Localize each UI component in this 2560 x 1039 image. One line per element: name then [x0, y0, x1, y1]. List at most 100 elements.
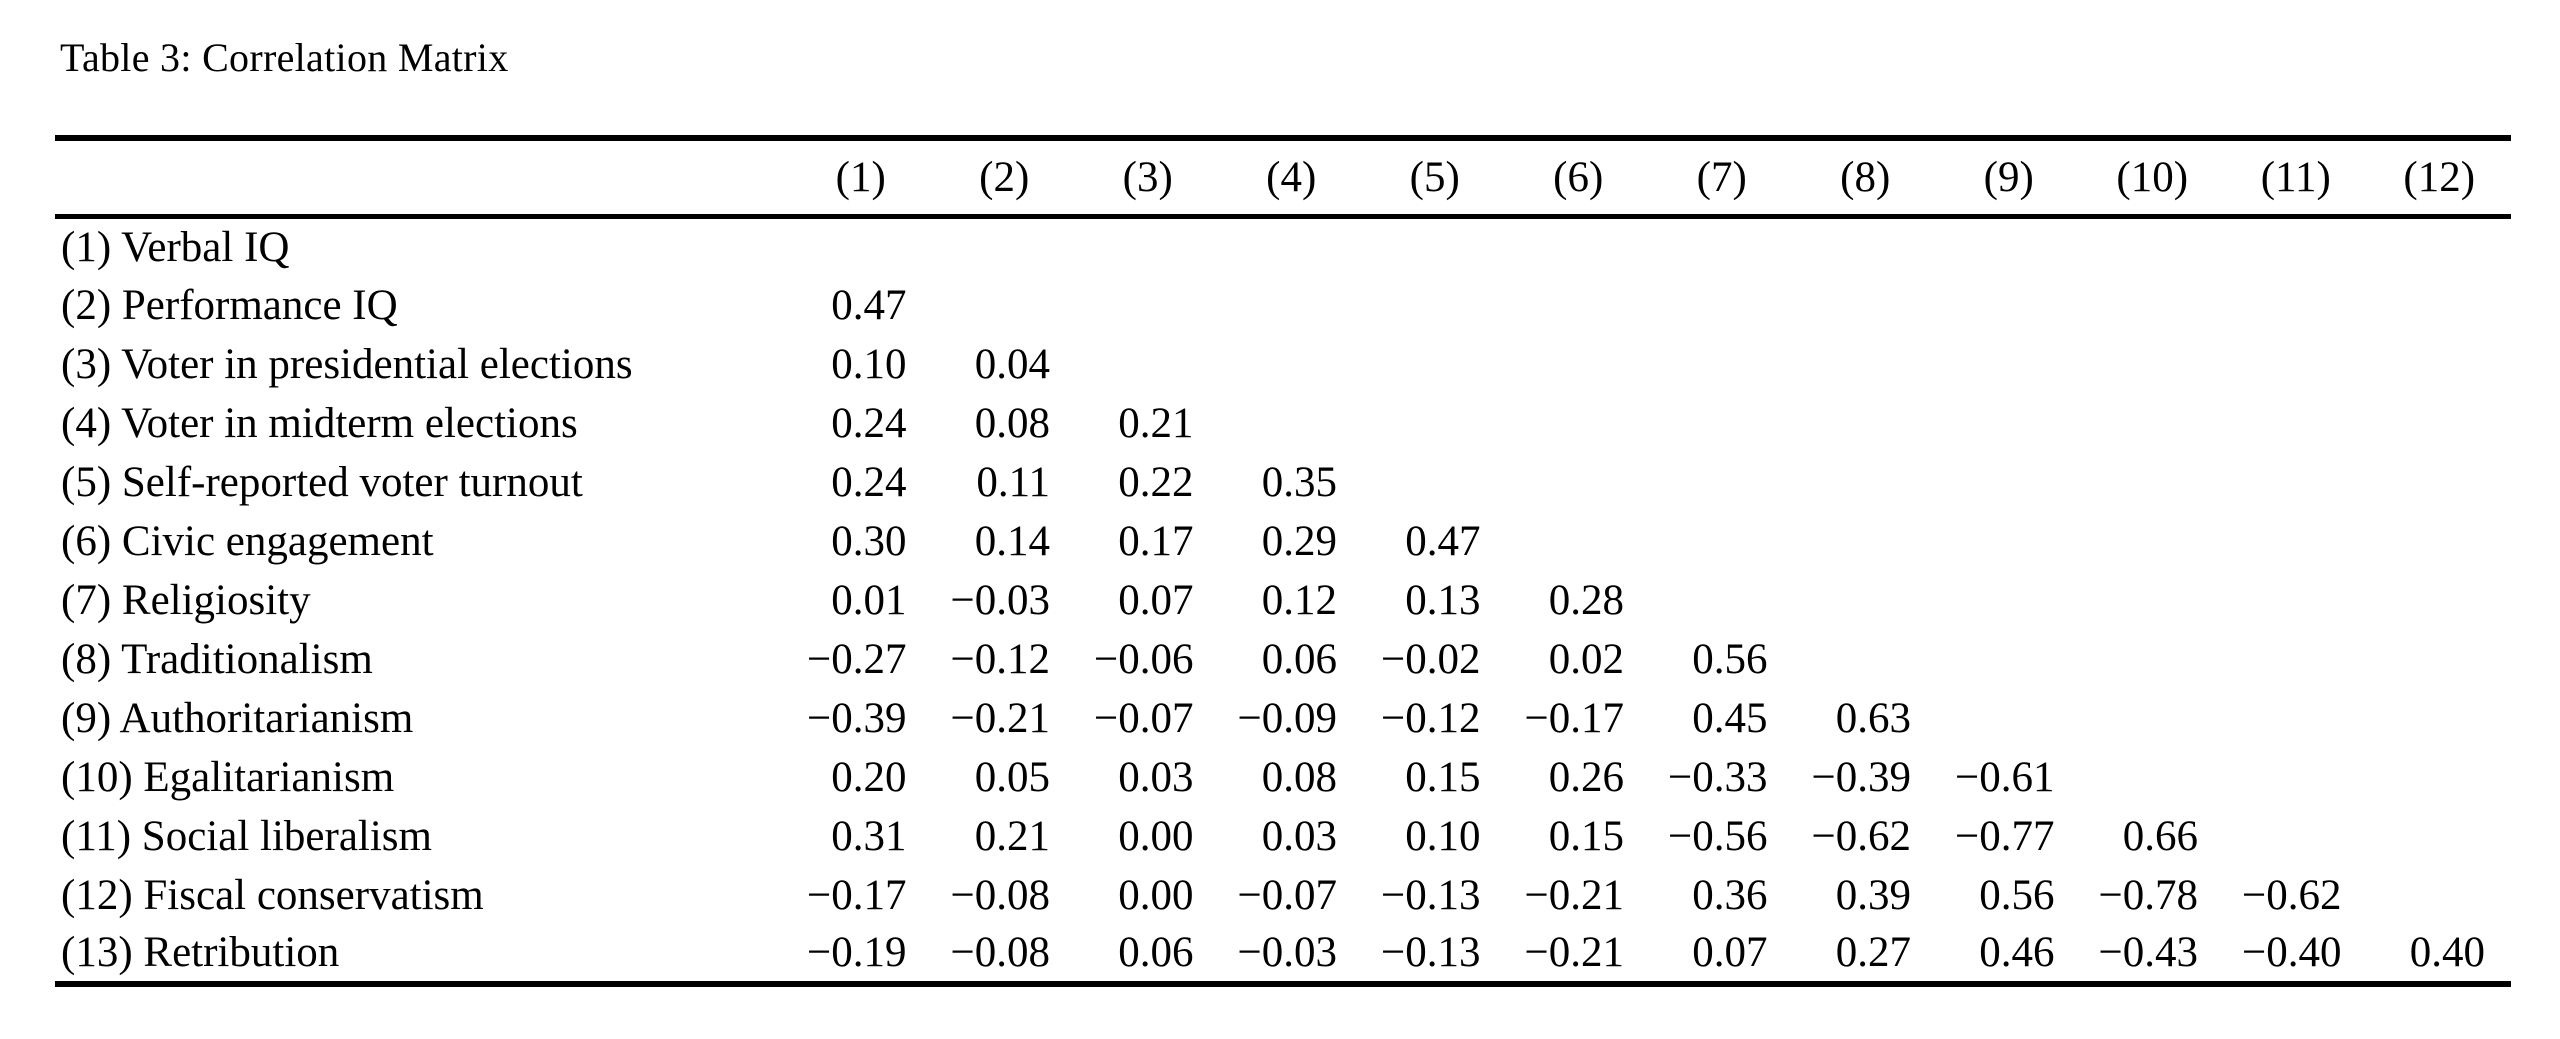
empty-cell [1937, 276, 2081, 335]
empty-cell [1220, 276, 1364, 335]
correlation-cell: −0.17 [1524, 694, 1624, 742]
empty-cell [2368, 335, 2512, 394]
empty-cell [1650, 217, 1794, 276]
correlation-cell: 0.03 [1261, 812, 1337, 860]
empty-cell [1650, 394, 1794, 453]
empty-cell [1650, 571, 1794, 630]
correlation-cell: 0.06 [1261, 635, 1337, 683]
empty-cell [1076, 335, 1220, 394]
column-header: (6) [1506, 138, 1650, 219]
empty-cell [2224, 630, 2368, 689]
table-row: (8) Traditionalism −0.27 −0.12 −0.06 0.06 −0.… [55, 630, 2511, 689]
empty-cell [1076, 276, 1220, 335]
empty-cell [2081, 571, 2225, 630]
table-row: (10) Egalitarianism 0.20 0.05 0.03 0.08 0.15 0… [55, 748, 2511, 807]
empty-cell [2081, 748, 2225, 807]
empty-cell [2368, 866, 2512, 925]
column-header: (8) [1793, 138, 1937, 219]
correlation-cell: 0.12 [1261, 576, 1337, 624]
empty-cell [1650, 335, 1794, 394]
empty-cell [1507, 453, 1651, 512]
empty-cell [1937, 394, 2081, 453]
empty-cell [2224, 276, 2368, 335]
row-label: (10) Egalitarianism [61, 753, 395, 801]
correlation-cell: 0.10 [1405, 812, 1481, 860]
correlation-cell: −0.07 [1237, 871, 1337, 919]
correlation-cell: 0.06 [1118, 929, 1194, 976]
empty-cell [2224, 571, 2368, 630]
empty-cell [2368, 807, 2512, 866]
empty-cell [2368, 453, 2512, 512]
empty-cell [2368, 512, 2512, 571]
empty-cell [2081, 630, 2225, 689]
correlation-cell: 0.01 [831, 576, 907, 624]
table-row: (1) Verbal IQ [55, 217, 2511, 276]
correlation-cell: 0.27 [1835, 929, 1911, 976]
correlation-cell: −0.77 [1954, 812, 2055, 860]
column-header: (12) [2367, 138, 2511, 219]
correlation-cell: 0.13 [1405, 576, 1481, 624]
correlation-cell: −0.06 [1093, 635, 1194, 683]
correlation-cell: −0.02 [1380, 635, 1481, 683]
correlation-cell: −0.13 [1380, 871, 1481, 919]
column-header: (4) [1219, 138, 1363, 219]
correlation-cell: 0.00 [1118, 871, 1194, 919]
correlation-cell: −0.12 [1380, 694, 1481, 742]
column-header: (3) [1076, 138, 1220, 219]
correlation-cell: 0.30 [831, 517, 907, 565]
empty-cell [2224, 217, 2368, 276]
correlation-cell: 0.45 [1692, 694, 1768, 742]
correlation-cell: 0.11 [976, 458, 1050, 506]
empty-cell [1076, 217, 1220, 276]
correlation-cell: −0.17 [806, 871, 907, 919]
correlation-cell: 0.24 [831, 458, 907, 506]
empty-cell [2081, 394, 2225, 453]
correlation-cell: −0.09 [1237, 694, 1337, 742]
empty-cell [2081, 276, 2225, 335]
correlation-cell: 0.07 [1118, 576, 1194, 624]
empty-cell [933, 276, 1077, 335]
row-label: (7) Religiosity [61, 576, 311, 624]
empty-cell [1794, 512, 1938, 571]
empty-cell [2224, 453, 2368, 512]
correlation-cell: 0.05 [974, 753, 1050, 801]
empty-cell [2081, 512, 2225, 571]
correlation-cell: 0.10 [831, 340, 907, 388]
correlation-cell: 0.36 [1692, 871, 1768, 919]
empty-cell [2368, 630, 2512, 689]
empty-cell [1363, 453, 1507, 512]
empty-cell [1507, 512, 1651, 571]
correlation-cell: 0.40 [2409, 929, 2485, 976]
empty-cell [2368, 689, 2512, 748]
empty-cell [1937, 571, 2081, 630]
correlation-cell: 0.24 [831, 399, 907, 447]
empty-cell [1937, 453, 2081, 512]
correlation-cell: 0.47 [831, 281, 907, 329]
table-row: (12) Fiscal conservatism −0.17 −0.08 0.00 −0… [55, 866, 2511, 925]
empty-cell [1507, 394, 1651, 453]
row-label: (11) Social liberalism [61, 812, 432, 860]
column-header: (10) [2080, 138, 2224, 219]
empty-cell [933, 217, 1077, 276]
column-header: (9) [1937, 138, 2081, 219]
correlation-cell: −0.56 [1667, 812, 1768, 860]
correlation-cell: −0.08 [950, 929, 1050, 976]
row-label: (12) Fiscal conservatism [61, 871, 484, 919]
correlation-cell: 0.46 [1979, 929, 2055, 976]
empty-cell [1650, 512, 1794, 571]
correlation-cell: 0.02 [1548, 635, 1624, 683]
empty-cell [2368, 394, 2512, 453]
correlation-cell: 0.20 [831, 753, 907, 801]
empty-cell [1363, 276, 1507, 335]
correlation-cell: −0.43 [2098, 929, 2198, 976]
empty-cell [2368, 276, 2512, 335]
table-row: (2) Performance IQ 0.47 [55, 276, 2511, 335]
correlation-cell: −0.08 [950, 871, 1050, 919]
empty-cell [1794, 335, 1938, 394]
column-header: (7) [1650, 138, 1794, 219]
correlation-cell: 0.63 [1835, 694, 1911, 742]
table-row: (3) Voter in presidential elections 0.10 0… [55, 335, 2511, 394]
correlation-cell: −0.13 [1380, 929, 1481, 976]
correlation-cell: −0.21 [1524, 871, 1624, 919]
correlation-cell: 0.29 [1261, 517, 1337, 565]
